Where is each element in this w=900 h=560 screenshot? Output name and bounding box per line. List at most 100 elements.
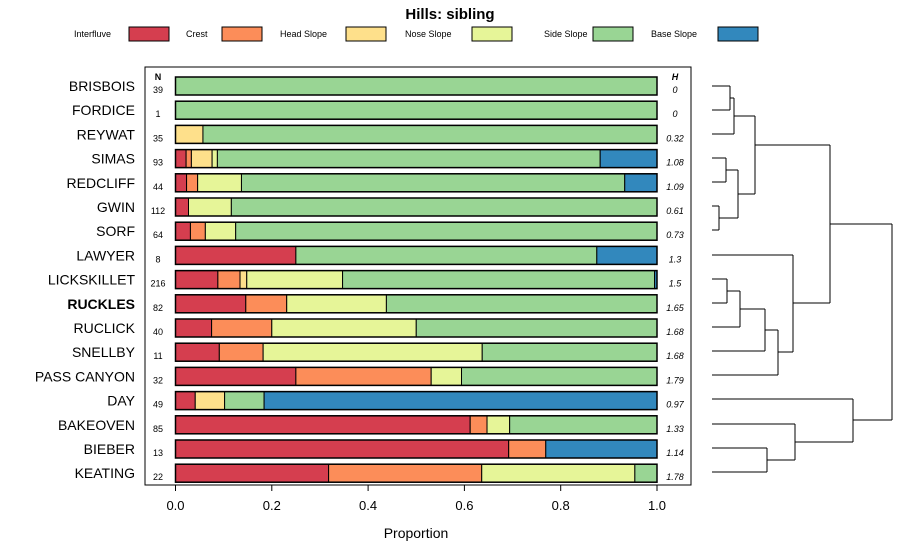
- bar-segment: [599, 149, 658, 169]
- bar-outline: [174, 390, 658, 411]
- bar-segment: [224, 391, 265, 411]
- bar-segment: [175, 100, 658, 120]
- bar-outline: [174, 269, 658, 290]
- dendrogram-branch: [712, 447, 768, 473]
- x-tick-label: 0.6: [455, 498, 473, 513]
- bar-segment: [175, 245, 297, 265]
- category-label: SNELLBY: [72, 344, 136, 360]
- bar-segment: [175, 149, 187, 169]
- dendrogram-branch: [712, 290, 741, 328]
- h-value: 0.61: [666, 206, 684, 216]
- n-value: 1: [155, 109, 160, 119]
- bar-segment: [218, 342, 264, 362]
- legend-swatch: [221, 26, 263, 42]
- bar-segment: [175, 463, 330, 483]
- bar-segment: [186, 173, 199, 193]
- legend-label: Head Slope: [280, 29, 327, 39]
- n-value: 8: [155, 254, 160, 264]
- h-value: 1.08: [666, 158, 684, 168]
- bar-segment: [342, 270, 656, 290]
- category-label: LAWYER: [76, 247, 135, 263]
- bar-segment: [175, 173, 188, 193]
- category-label: KEATING: [75, 465, 135, 481]
- bar-segment: [216, 149, 601, 169]
- legend-label: Crest: [186, 29, 208, 39]
- n-value: 49: [153, 400, 163, 410]
- n-value: 22: [153, 472, 163, 482]
- bar-outline: [174, 197, 658, 217]
- h-value: 0.97: [666, 400, 685, 410]
- bar-segment: [240, 173, 626, 193]
- bar-segment: [204, 221, 237, 241]
- bar-segment: [263, 391, 658, 411]
- bar-segment: [175, 294, 247, 314]
- h-value: 0: [672, 85, 677, 95]
- x-axis: 0.0 0.2 0.4 0.6 0.8 1.0: [166, 485, 666, 513]
- bar-outline: [174, 173, 658, 193]
- bar-outline: [174, 221, 658, 241]
- bar-segment: [430, 366, 463, 386]
- bar-segment: [197, 173, 242, 193]
- bar-segment: [271, 318, 417, 338]
- bar-outline: [174, 294, 658, 314]
- bar-segment: [190, 149, 213, 169]
- legend-label: Nose Slope: [405, 29, 452, 39]
- bar-outline: [174, 318, 658, 338]
- category-label: RUCKLES: [67, 296, 135, 312]
- bar-segment: [415, 318, 658, 338]
- n-value: 32: [153, 375, 163, 385]
- x-tick-label: 0.0: [166, 498, 184, 513]
- bar-segment: [262, 342, 483, 362]
- bar-outline: [174, 148, 658, 169]
- x-tick-label: 0.8: [552, 498, 570, 513]
- n-value: 112: [151, 206, 165, 216]
- bar-segment: [175, 366, 297, 386]
- bar-segment: [286, 294, 387, 314]
- legend-swatch: [717, 26, 759, 42]
- legend-swatch: [471, 26, 513, 42]
- dendrogram-branch: [712, 97, 735, 135]
- category-label: SIMAS: [91, 151, 135, 167]
- dendrogram-branch: [712, 329, 779, 376]
- dendrogram-branch: [712, 205, 720, 231]
- bar-segment: [461, 366, 658, 386]
- bar-segment: [246, 270, 344, 290]
- rows: BRISBOIS 39 0 FORDICE 1 0 REYWAT 35 0.32 SIMAS 93 1…: [35, 76, 685, 483]
- n-value: 11: [153, 351, 162, 361]
- bar-segment: [217, 270, 241, 290]
- category-label: REDCLIFF: [67, 175, 135, 191]
- bar-segment: [328, 463, 483, 483]
- bar-outline: [174, 366, 658, 387]
- bar-outline: [174, 124, 658, 145]
- h-value: 0.73: [666, 230, 684, 240]
- bar-segment: [230, 197, 658, 217]
- bar-segment: [239, 270, 248, 290]
- h-value: 0.32: [666, 133, 684, 143]
- legend-label: Side Slope: [544, 29, 588, 39]
- n-value: 35: [153, 133, 163, 143]
- bar-segment: [235, 221, 658, 241]
- dendrogram-branch: [712, 85, 731, 111]
- bar-segment: [211, 318, 273, 338]
- dendrogram: [712, 85, 893, 473]
- n-value: 64: [153, 230, 163, 240]
- chart-title: Hills: sibling: [405, 6, 494, 23]
- category-label: DAY: [107, 393, 135, 409]
- bar-segment: [596, 245, 658, 265]
- legend-swatch: [592, 26, 634, 42]
- dendrogram-branch: [830, 223, 893, 421]
- bar-segment: [175, 318, 213, 338]
- x-tick-label: 0.2: [263, 498, 281, 513]
- bar-segment: [175, 391, 196, 411]
- category-label: SORF: [96, 223, 135, 239]
- dendrogram-branch: [712, 157, 727, 183]
- bar-segment: [486, 415, 511, 435]
- bar-outline: [174, 463, 658, 483]
- x-tick-label: 0.4: [359, 498, 377, 513]
- h-value: 1.68: [666, 327, 684, 337]
- bar-segment: [245, 294, 288, 314]
- n-value: 82: [153, 303, 163, 313]
- bar-segment: [185, 149, 192, 169]
- category-label: BIEBER: [84, 441, 135, 457]
- h-value: 0: [672, 109, 677, 119]
